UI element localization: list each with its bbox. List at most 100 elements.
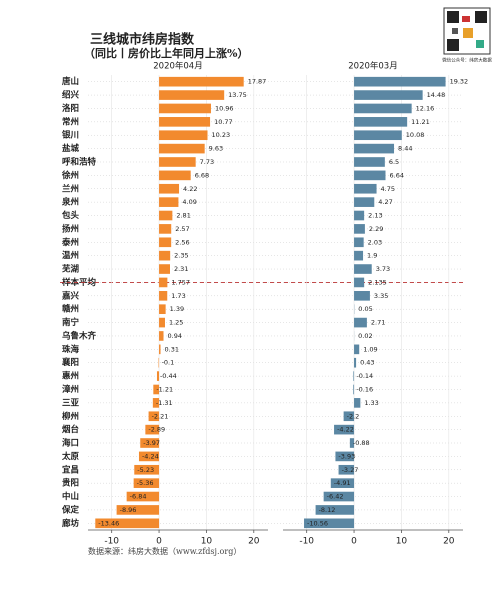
bar	[354, 76, 446, 87]
value-label: 6.68	[195, 171, 209, 179]
bar	[159, 210, 173, 221]
category-label: 唐山	[62, 76, 79, 87]
value-label: 2.135	[368, 278, 387, 286]
value-label: 10.77	[214, 118, 233, 126]
category-label: 嘉兴	[61, 290, 80, 301]
value-label: 2.03	[368, 238, 382, 246]
value-label: 2.31	[174, 265, 188, 273]
bar	[126, 491, 160, 502]
value-label: -8.12	[319, 506, 336, 514]
x-tick-label: 20	[248, 537, 260, 547]
value-label: 1.09	[363, 345, 377, 353]
chart-title: 三线城市纬房指数	[90, 32, 195, 48]
bar	[159, 183, 180, 194]
bar	[134, 464, 160, 475]
bar	[354, 277, 365, 288]
value-label: -3.27	[342, 466, 359, 474]
bar	[304, 518, 355, 529]
bar	[153, 384, 160, 395]
value-label: -4.91	[334, 479, 351, 487]
bar	[159, 317, 165, 328]
category-label: 赣州	[62, 304, 79, 315]
category-label: 中山	[62, 491, 79, 502]
x-tick-label: 10	[396, 537, 408, 547]
bar	[156, 371, 160, 381]
bar	[354, 224, 365, 234]
panel-title: 2020年04月	[153, 61, 202, 72]
bar	[343, 411, 355, 422]
bar	[354, 210, 365, 221]
value-label: 10.96	[215, 104, 234, 112]
value-label: -3.97	[143, 439, 160, 447]
category-label: 柳州	[62, 411, 79, 422]
value-label: -10.56	[307, 519, 328, 527]
value-label: 19.32	[450, 78, 469, 86]
value-label: 2.35	[174, 252, 188, 260]
value-label: -0.44	[160, 372, 177, 380]
value-label: -0.88	[353, 439, 370, 447]
category-label: 南宁	[62, 317, 80, 328]
bar	[354, 183, 377, 194]
category-label: 泉州	[61, 197, 79, 208]
value-label: 7.73	[200, 158, 214, 166]
category-label: 乌鲁木齐	[62, 330, 97, 341]
value-label: 2.81	[176, 212, 190, 220]
category-label: 徐州	[61, 170, 79, 181]
category-label: 呼和浩特	[62, 156, 97, 167]
bar	[159, 277, 168, 288]
value-label: 0.94	[168, 332, 182, 340]
bar	[330, 478, 355, 488]
bar	[159, 117, 211, 127]
category-label: 海口	[62, 438, 79, 449]
qr-code	[443, 7, 491, 55]
value-label: 17.87	[248, 78, 267, 86]
bar	[334, 424, 355, 435]
bar	[335, 451, 355, 462]
value-label: 0.31	[165, 345, 179, 353]
value-label: 3.35	[374, 292, 388, 300]
chart-subtitle: （同比丨房价比上年同月上涨%）	[84, 46, 248, 60]
value-label: 4.22	[183, 185, 197, 193]
bar	[152, 398, 160, 408]
bar	[95, 518, 160, 529]
value-label: 6.64	[390, 171, 404, 179]
category-label: 襄阳	[61, 357, 79, 368]
value-label: -13.46	[98, 519, 119, 527]
value-label: -0.1	[162, 359, 175, 367]
bar	[353, 384, 355, 395]
value-label: 11.21	[411, 118, 430, 126]
value-label: 9.63	[209, 145, 223, 153]
category-label: 银川	[61, 130, 79, 141]
bar	[159, 170, 191, 181]
category-label: 保定	[61, 504, 80, 515]
qr-caption: 微信公众号：纬房大数据	[442, 57, 492, 64]
bar	[159, 250, 171, 261]
bar	[354, 264, 372, 274]
value-label: 14.48	[427, 91, 446, 99]
value-label: 12.16	[416, 104, 435, 112]
category-label: 三亚	[62, 398, 80, 408]
value-label: 2.57	[175, 225, 189, 233]
bar	[159, 157, 196, 167]
value-label: 1.73	[171, 292, 185, 300]
bar	[354, 157, 385, 167]
bar	[133, 478, 160, 488]
bar	[159, 264, 170, 274]
value-label: 0.05	[358, 305, 372, 313]
value-label: 1.39	[170, 305, 184, 313]
bar	[354, 250, 364, 261]
value-label: -5.23	[137, 466, 154, 474]
bar	[159, 344, 161, 355]
value-label: 3.73	[376, 265, 390, 273]
category-label: 宜昌	[62, 464, 79, 475]
value-label: 2.29	[369, 225, 383, 233]
category-label: 盐城	[62, 143, 80, 154]
value-label: 1.25	[169, 319, 183, 327]
category-label: 洛阳	[62, 103, 79, 114]
value-label: -2.2	[347, 412, 360, 420]
value-label: 4.27	[378, 198, 392, 206]
value-label: -2.21	[152, 412, 169, 420]
category-label: 扬州	[62, 223, 79, 234]
bar	[145, 424, 160, 435]
